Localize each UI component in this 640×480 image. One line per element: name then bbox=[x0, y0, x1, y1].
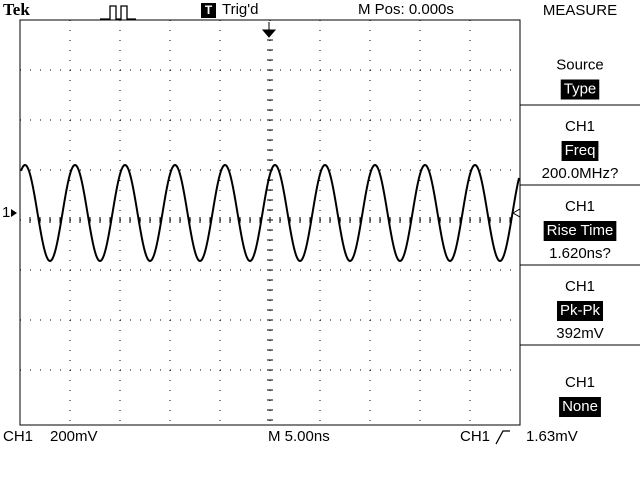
menu-value-highlight bbox=[560, 79, 600, 100]
footer-trigger-level: 1.63mV bbox=[526, 428, 578, 445]
channel-marker: 1 bbox=[2, 204, 10, 221]
menu-value: Pk-Pk bbox=[560, 302, 601, 319]
menu-value-highlight bbox=[559, 397, 601, 417]
menu-value: Type bbox=[564, 80, 597, 97]
menu-label: CH1 bbox=[565, 278, 595, 295]
menu-label: Source bbox=[556, 56, 604, 73]
menu-panel: Source Type CH1 Freq 200.0MHz? CH1 Rise Time 1.… bbox=[519, 20, 640, 425]
menu-reading: 1.620ns? bbox=[549, 245, 611, 262]
channel-marker-arrow bbox=[11, 209, 17, 217]
menu-label: CH1 bbox=[565, 118, 595, 135]
menu-label: CH1 bbox=[565, 198, 595, 215]
menu-title: MEASURE bbox=[543, 2, 617, 19]
waveform bbox=[20, 163, 520, 263]
trigger-icon: T bbox=[205, 3, 213, 17]
trigger-icon-box bbox=[201, 3, 216, 18]
menu-value-highlight bbox=[561, 141, 599, 161]
menu-label: CH1 bbox=[565, 374, 595, 391]
trigger-status: Trig'd bbox=[222, 1, 258, 18]
footer-channel: CH1 bbox=[3, 428, 33, 445]
menu-reading: 392mV bbox=[556, 325, 604, 342]
footer-timebase: M 5.00ns bbox=[268, 428, 330, 445]
footer-volts: 200mV bbox=[50, 428, 98, 445]
menu-value: Freq bbox=[565, 142, 596, 159]
acquisition-icon bbox=[100, 5, 136, 20]
trigger-slope-icon bbox=[495, 430, 510, 445]
brand: Tek bbox=[3, 0, 30, 19]
menu-value: Rise Time bbox=[547, 222, 614, 239]
footer-trigger-source: CH1 bbox=[460, 428, 490, 445]
menu-reading: 200.0MHz? bbox=[542, 165, 619, 182]
menu-value-highlight bbox=[556, 301, 604, 321]
position: M Pos: 0.000s bbox=[358, 1, 454, 18]
menu-value-highlight bbox=[543, 221, 617, 241]
menu-value: None bbox=[562, 398, 598, 415]
